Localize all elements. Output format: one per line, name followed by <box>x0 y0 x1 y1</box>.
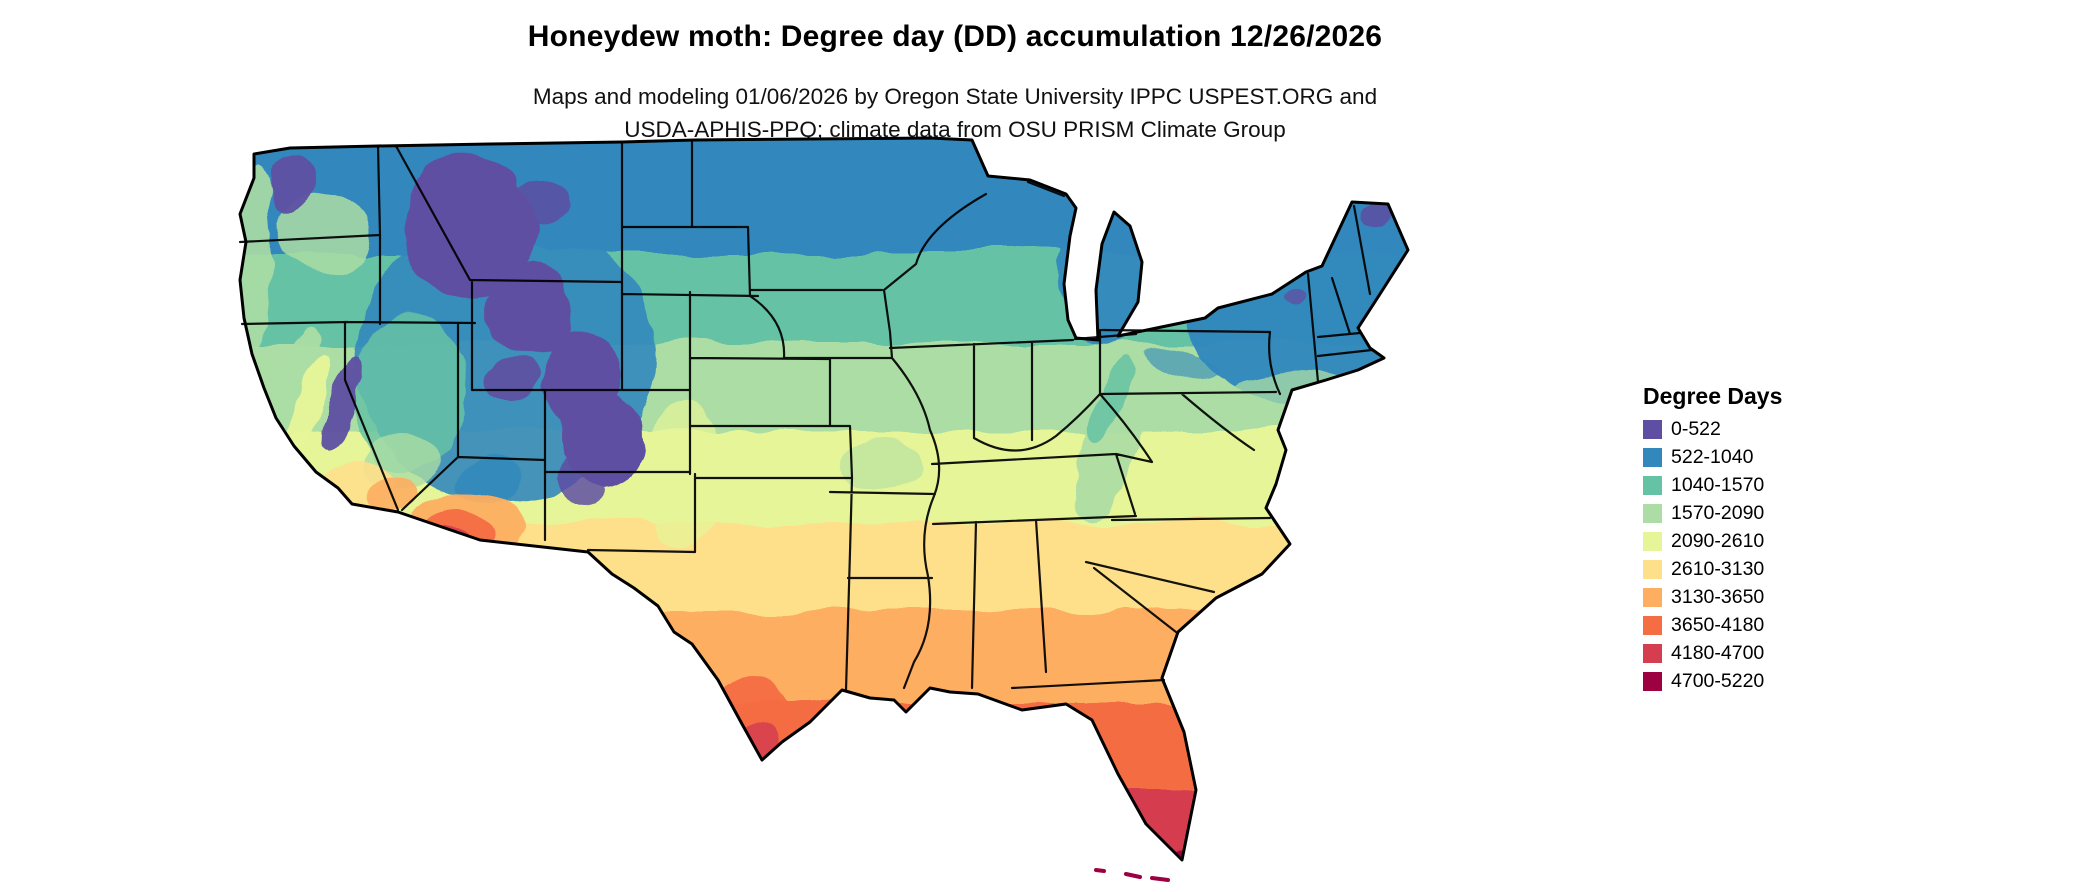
legend-swatch <box>1643 672 1662 691</box>
legend-swatch <box>1643 560 1662 579</box>
state-borders <box>238 140 1374 692</box>
legend-row: 2610-3130 <box>1643 558 1782 581</box>
page-title: Honeydew moth: Degree day (DD) accumulat… <box>527 20 1383 53</box>
us-outline <box>238 136 1410 862</box>
florida-keys <box>1094 868 1170 882</box>
legend-label: 3130-3650 <box>1671 586 1765 608</box>
legend-row: 522-1040 <box>1643 446 1782 469</box>
legend-label: 1570-2090 <box>1671 502 1765 524</box>
legend-label: 3650-4180 <box>1671 614 1765 636</box>
legend-label: 4180-4700 <box>1671 642 1765 664</box>
legend: Degree Days 0-522 522-1040 1040-1570 157… <box>1643 383 1782 698</box>
legend-row: 1570-2090 <box>1643 502 1782 525</box>
legend-row: 3650-4180 <box>1643 614 1782 637</box>
us-map-svg <box>238 136 1410 882</box>
map-subtitle: Maps and modeling 01/06/2026 by Oregon S… <box>0 80 1910 146</box>
map-raster-layer <box>240 138 1408 860</box>
legend-label: 4700-5220 <box>1671 670 1765 692</box>
legend-title: Degree Days <box>1643 383 1783 409</box>
legend-swatch <box>1643 448 1662 467</box>
legend-swatch <box>1643 476 1662 495</box>
legend-row: 0-522 <box>1643 418 1782 441</box>
legend-row: 4180-4700 <box>1643 642 1782 665</box>
legend-swatch <box>1643 532 1662 551</box>
subtitle-line-1: Maps and modeling 01/06/2026 by Oregon S… <box>532 84 1378 109</box>
legend-label: 522-1040 <box>1671 446 1754 468</box>
legend-label: 2610-3130 <box>1671 558 1765 580</box>
legend-row: 3130-3650 <box>1643 586 1782 609</box>
legend-swatch <box>1643 420 1662 439</box>
legend-swatch <box>1643 504 1662 523</box>
us-degree-day-map <box>230 132 1590 884</box>
legend-row: 1040-1570 <box>1643 474 1782 497</box>
legend-row: 2090-2610 <box>1643 530 1782 553</box>
legend-swatch <box>1643 644 1662 663</box>
legend-swatch <box>1643 588 1662 607</box>
legend-swatch <box>1643 616 1662 635</box>
legend-label: 1040-1570 <box>1671 474 1765 496</box>
legend-label: 0-522 <box>1671 418 1721 440</box>
legend-row: 4700-5220 <box>1643 670 1782 693</box>
legend-label: 2090-2610 <box>1671 530 1765 552</box>
